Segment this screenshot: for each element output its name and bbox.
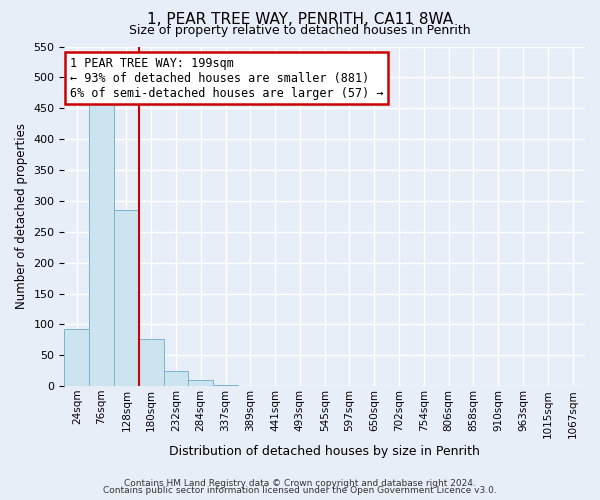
Text: Contains HM Land Registry data © Crown copyright and database right 2024.: Contains HM Land Registry data © Crown c… (124, 478, 476, 488)
Y-axis label: Number of detached properties: Number of detached properties (15, 124, 28, 310)
Bar (64, 328, 89, 386)
Bar (89, 102, 114, 386)
Text: 1 PEAR TREE WAY: 199sqm
← 93% of detached houses are smaller (881)
6% of semi-de: 1 PEAR TREE WAY: 199sqm ← 93% of detache… (70, 56, 383, 100)
Bar (139, 338, 164, 386)
Text: Contains public sector information licensed under the Open Government Licence v3: Contains public sector information licen… (103, 486, 497, 495)
X-axis label: Distribution of detached houses by size in Penrith: Distribution of detached houses by size … (169, 444, 480, 458)
Text: Size of property relative to detached houses in Penrith: Size of property relative to detached ho… (129, 24, 471, 37)
Bar (188, 380, 213, 386)
Bar (114, 210, 139, 386)
Bar (164, 370, 188, 386)
Text: 1, PEAR TREE WAY, PENRITH, CA11 8WA: 1, PEAR TREE WAY, PENRITH, CA11 8WA (147, 12, 453, 28)
Bar (213, 385, 238, 386)
